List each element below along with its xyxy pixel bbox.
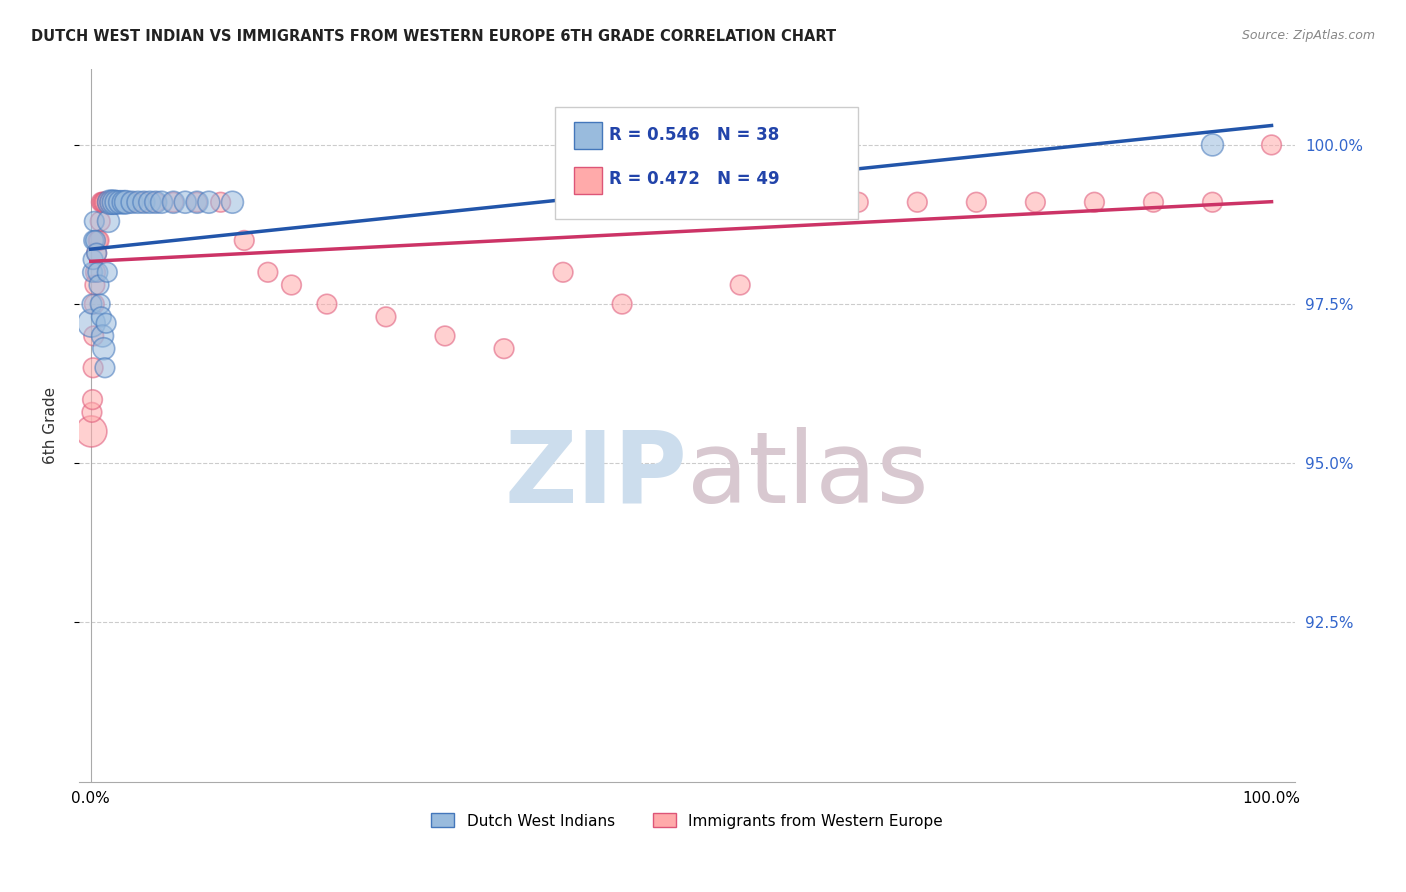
Point [121, 195, 143, 210]
Point [89, 214, 111, 228]
Point [1142, 195, 1164, 210]
Point [728, 278, 751, 293]
Point [90, 310, 112, 324]
Point [89, 297, 111, 311]
Point [87, 278, 110, 293]
Point [1201, 137, 1223, 152]
Point [965, 195, 987, 210]
Point [86, 246, 108, 260]
Point [80, 316, 103, 330]
Point [905, 195, 928, 210]
Text: R = 0.546   N = 38: R = 0.546 N = 38 [609, 126, 779, 144]
Point [83, 329, 105, 343]
Point [98, 195, 121, 210]
Point [94, 316, 117, 330]
Point [787, 195, 810, 210]
Point [257, 265, 280, 279]
Point [91, 329, 114, 343]
Point [1260, 137, 1282, 152]
Point [233, 234, 256, 248]
Point [174, 195, 197, 210]
Point [492, 342, 515, 356]
Point [846, 195, 869, 210]
Point [87, 234, 110, 248]
Point [551, 265, 574, 279]
Point [96, 195, 118, 210]
Point [105, 195, 128, 210]
Point [80, 425, 103, 439]
Point [121, 195, 143, 210]
Point [101, 195, 124, 210]
Point [145, 195, 167, 210]
Y-axis label: 6th Grade: 6th Grade [44, 386, 58, 464]
Point [115, 195, 138, 210]
Point [1201, 195, 1223, 210]
Point [83, 278, 105, 293]
Point [90, 195, 112, 210]
Point [97, 214, 120, 228]
Point [186, 195, 208, 210]
Point [94, 195, 117, 210]
Point [93, 195, 115, 210]
Point [103, 195, 125, 210]
Point [132, 195, 155, 210]
Point [82, 360, 104, 375]
Point [94, 360, 117, 375]
Point [82, 265, 104, 279]
Point [87, 234, 110, 248]
Point [198, 195, 221, 210]
Point [110, 195, 132, 210]
Point [209, 195, 232, 210]
Text: DUTCH WEST INDIAN VS IMMIGRANTS FROM WESTERN EUROPE 6TH GRADE CORRELATION CHART: DUTCH WEST INDIAN VS IMMIGRANTS FROM WES… [31, 29, 837, 44]
Point [787, 195, 810, 210]
Point [1024, 195, 1046, 210]
Point [110, 195, 132, 210]
Point [86, 246, 108, 260]
Point [162, 195, 184, 210]
Point [186, 195, 208, 210]
Text: Source: ZipAtlas.com: Source: ZipAtlas.com [1241, 29, 1375, 42]
Point [83, 214, 105, 228]
Point [112, 195, 135, 210]
Point [84, 265, 107, 279]
Point [93, 342, 115, 356]
Point [162, 195, 184, 210]
Point [375, 310, 398, 324]
Point [127, 195, 149, 210]
Point [83, 234, 105, 248]
Point [139, 195, 162, 210]
Point [98, 195, 121, 210]
Text: atlas: atlas [688, 426, 929, 524]
Text: ZIP: ZIP [505, 426, 688, 524]
Point [84, 234, 107, 248]
Point [280, 278, 302, 293]
Point [1083, 195, 1105, 210]
Point [610, 297, 633, 311]
Point [96, 265, 118, 279]
Point [80, 405, 103, 419]
Point [80, 297, 103, 311]
Point [115, 195, 138, 210]
Point [669, 195, 692, 210]
Legend: Dutch West Indians, Immigrants from Western Europe: Dutch West Indians, Immigrants from West… [425, 807, 949, 835]
Point [150, 195, 173, 210]
Point [132, 195, 155, 210]
Point [221, 195, 243, 210]
Point [91, 195, 114, 210]
Point [316, 297, 339, 311]
Point [107, 195, 129, 210]
Point [101, 195, 124, 210]
Point [83, 297, 105, 311]
Point [87, 265, 110, 279]
Point [82, 252, 104, 267]
Point [103, 195, 125, 210]
Point [145, 195, 167, 210]
Point [433, 329, 456, 343]
Text: R = 0.472   N = 49: R = 0.472 N = 49 [609, 170, 779, 188]
Point [82, 392, 104, 407]
